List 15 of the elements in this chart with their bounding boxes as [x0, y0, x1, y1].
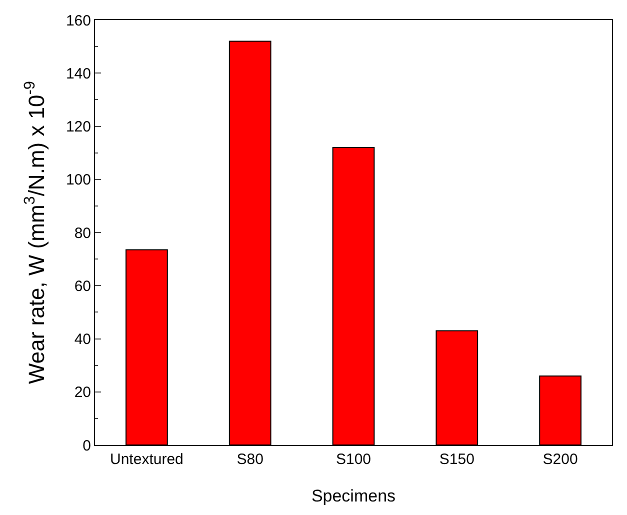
y-tick-label: 120: [66, 118, 91, 136]
y-tick-label: 160: [66, 12, 91, 30]
y-tick-label: 80: [74, 224, 91, 242]
y-tick-label: 0: [82, 437, 91, 454]
y-tick-label: 140: [66, 65, 91, 82]
y-tick-label: 20: [74, 384, 91, 402]
y-tick-label: 60: [74, 278, 91, 295]
y-tick-label: 40: [74, 331, 91, 348]
x-tick-label: S100: [336, 451, 372, 468]
y-tick-label: 100: [66, 172, 91, 189]
x-tick-label: S150: [439, 451, 474, 468]
x-tick-label: S80: [236, 451, 264, 468]
x-tick-label: Untextured: [110, 451, 184, 468]
x-axis-title: Specimens: [311, 486, 396, 506]
x-tick-label: S200: [542, 451, 578, 468]
